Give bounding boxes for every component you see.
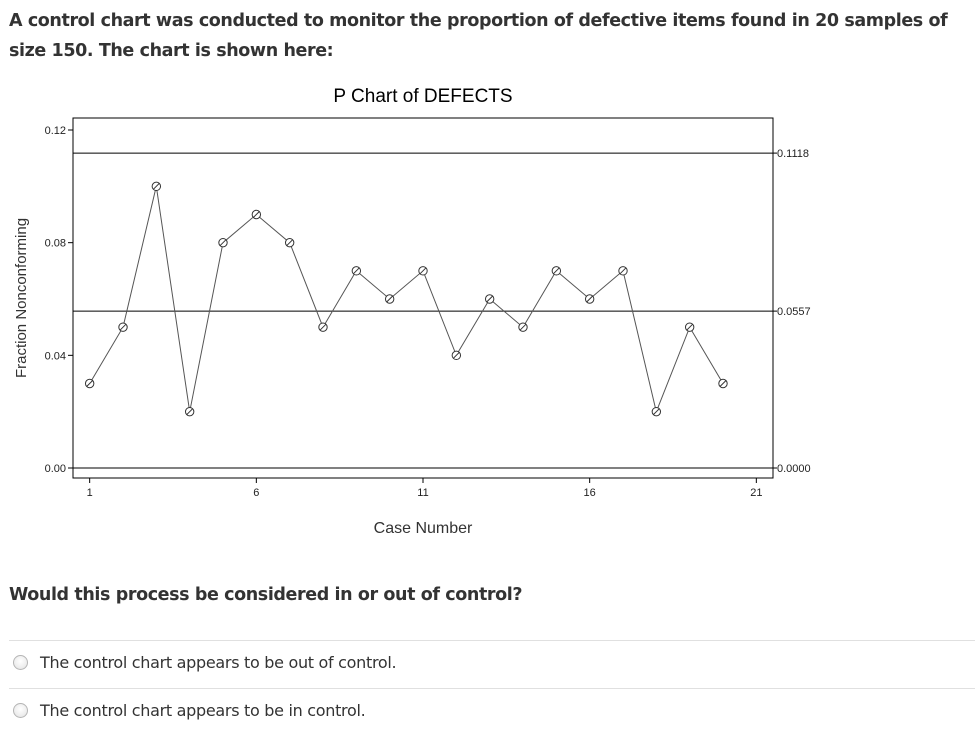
p-chart-svg: P Chart of DEFECTS Fraction Nonconformin… bbox=[13, 86, 811, 537]
question-intro: A control chart was conducted to monitor… bbox=[9, 11, 948, 61]
data-point bbox=[484, 294, 495, 304]
x-tick-label: 6 bbox=[253, 487, 259, 499]
data-point bbox=[218, 237, 228, 248]
data-point bbox=[451, 350, 462, 361]
data-point bbox=[251, 209, 262, 220]
data-point bbox=[651, 406, 662, 417]
data-point bbox=[351, 266, 362, 276]
data-point-slash bbox=[286, 239, 294, 247]
reference-line-label: 0.1118 bbox=[777, 148, 809, 160]
data-point-slash bbox=[219, 239, 227, 247]
x-tick-label: 16 bbox=[584, 487, 596, 499]
data-point-slash bbox=[152, 182, 160, 190]
x-tick-label: 11 bbox=[417, 487, 428, 499]
reference-line-label: 0.0557 bbox=[777, 306, 811, 318]
y-tick-label: 0.12 bbox=[45, 125, 66, 137]
data-point bbox=[618, 266, 628, 276]
data-point-slash bbox=[86, 380, 94, 387]
y-tick-label: 0.04 bbox=[45, 350, 66, 362]
y-tick-label: 0.00 bbox=[45, 463, 66, 475]
data-point-slash bbox=[419, 267, 427, 275]
y-axis-label: Fraction Nonconforming bbox=[13, 218, 30, 378]
series-line bbox=[89, 186, 724, 414]
radio-button-in-control[interactable] bbox=[13, 702, 28, 718]
radio-button-out-of-control[interactable] bbox=[13, 654, 28, 670]
data-point-slash bbox=[319, 323, 327, 331]
data-point bbox=[84, 378, 95, 389]
data-point bbox=[318, 322, 328, 332]
option-divider bbox=[9, 640, 975, 641]
data-point-slash bbox=[719, 380, 727, 387]
data-point-slash bbox=[486, 295, 494, 303]
data-point-slash bbox=[686, 323, 694, 331]
data-point-slash bbox=[552, 267, 560, 275]
data-point bbox=[284, 237, 295, 248]
data-point bbox=[384, 294, 395, 304]
data-point-slash bbox=[586, 295, 594, 303]
data-point-slash bbox=[386, 295, 394, 303]
data-point bbox=[551, 266, 562, 276]
option-in-control[interactable]: The control chart appears to be in contr… bbox=[13, 695, 366, 725]
option-label: The control chart appears to be in contr… bbox=[40, 700, 366, 720]
data-point bbox=[684, 322, 695, 332]
data-point bbox=[718, 378, 728, 389]
x-axis-label: Case Number bbox=[374, 520, 473, 537]
data-point-slash bbox=[619, 267, 627, 275]
data-point bbox=[418, 266, 428, 276]
data-point bbox=[518, 322, 528, 332]
y-tick-label: 0.08 bbox=[45, 238, 66, 250]
data-point bbox=[584, 294, 595, 304]
data-point bbox=[151, 181, 162, 192]
data-point bbox=[184, 406, 195, 417]
x-tick-label: 1 bbox=[87, 487, 93, 499]
data-point-slash bbox=[652, 408, 660, 416]
p-chart: P Chart of DEFECTS Fraction Nonconformin… bbox=[0, 78, 975, 548]
chart-title: P Chart of DEFECTS bbox=[333, 86, 512, 107]
data-point-slash bbox=[519, 323, 527, 331]
option-divider bbox=[9, 688, 975, 689]
plot-frame bbox=[72, 117, 774, 479]
option-out-of-control[interactable]: The control chart appears to be out of c… bbox=[13, 647, 397, 677]
data-point-slash bbox=[119, 323, 127, 331]
data-point bbox=[118, 322, 128, 332]
data-point-slash bbox=[452, 351, 460, 359]
option-label: The control chart appears to be out of c… bbox=[40, 652, 397, 672]
question-prompt: Would this process be considered in or o… bbox=[9, 585, 523, 605]
data-point-slash bbox=[352, 267, 360, 275]
data-point-slash bbox=[186, 408, 194, 416]
data-point-slash bbox=[252, 211, 260, 218]
x-tick-label: 21 bbox=[750, 487, 762, 499]
reference-line-label: 0.0000 bbox=[777, 463, 811, 475]
